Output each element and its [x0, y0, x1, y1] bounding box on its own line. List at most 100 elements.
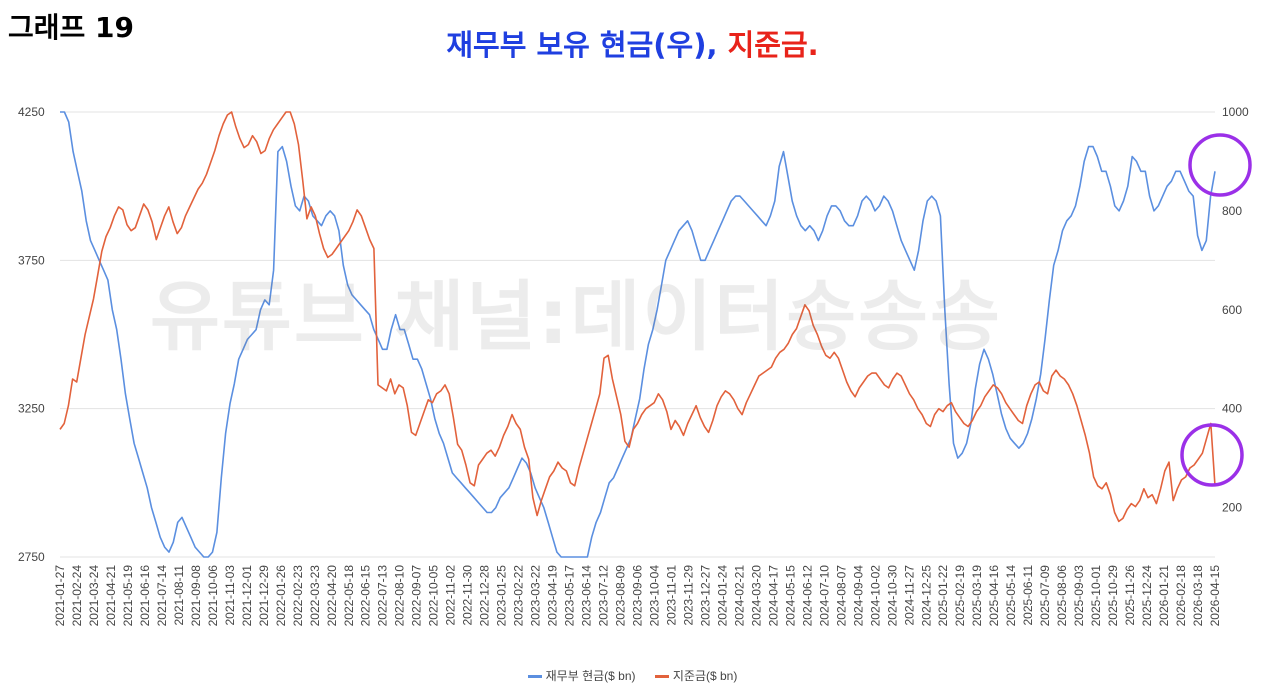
x-tick-label: 2022-02-23 [291, 565, 305, 627]
x-tick-label: 2023-02-22 [512, 565, 526, 627]
x-tick-label: 2026-03-18 [1191, 565, 1205, 627]
x-tick-label: 2022-03-23 [308, 565, 322, 627]
x-tick-label: 2022-09-07 [410, 565, 424, 627]
x-tick-label: 2024-07-10 [817, 565, 831, 627]
x-tick-label: 2023-10-04 [647, 565, 661, 627]
x-tick-label: 2022-12-28 [478, 565, 492, 627]
x-tick-label: 2023-01-25 [495, 565, 509, 627]
x-tick-label: 2022-05-18 [342, 565, 356, 627]
x-tick-label: 2024-10-30 [885, 565, 899, 627]
right-tick-label: 200 [1222, 501, 1242, 515]
x-tick-label: 2021-04-21 [104, 565, 118, 627]
x-tick-label: 2023-06-14 [580, 565, 594, 627]
x-tick-label: 2025-12-24 [1140, 565, 1154, 627]
x-tick-label: 2024-10-02 [868, 565, 882, 627]
legend-item-reserves: 지준금($ bn) [654, 669, 738, 683]
x-tick-label: 2025-09-03 [1072, 565, 1086, 627]
x-tick-label: 2026-01-21 [1157, 565, 1171, 627]
highlight-circle-tga [1188, 133, 1252, 197]
x-tick-label: 2026-02-18 [1174, 565, 1188, 627]
legend-swatch-tga [527, 675, 542, 679]
x-tick-label: 2025-05-14 [1004, 565, 1018, 627]
chart-title: 재무부 보유 현금(우), 지준금. [0, 22, 1265, 64]
legend-item-tga: 재무부 현금($ bn) [527, 669, 636, 683]
x-tick-label: 2022-07-13 [376, 565, 390, 627]
x-tick-label: 2024-04-17 [766, 565, 780, 627]
chart-title-reserves: 지준금. [727, 28, 819, 62]
left-tick-label: 4250 [18, 105, 45, 119]
x-tick-label: 2021-03-24 [87, 565, 101, 627]
watermark-text: 유튜브 채널:데이터송송송 [150, 272, 1002, 361]
x-tick-label: 2025-10-29 [1106, 565, 1120, 627]
x-tick-label: 2021-06-16 [138, 565, 152, 627]
right-tick-label: 800 [1222, 204, 1242, 218]
left-axis-ticks: 2750 3250 3750 4250 [18, 105, 45, 564]
x-tick-label: 2025-03-19 [970, 565, 984, 627]
series-line-tga [60, 111, 1216, 558]
x-tick-label: 2025-11-26 [1123, 565, 1137, 626]
x-tick-label: 2022-08-10 [393, 565, 407, 627]
x-tick-label: 2025-10-01 [1089, 565, 1103, 627]
x-tick-label: 2021-02-24 [70, 565, 84, 627]
x-tick-label: 2024-12-25 [919, 565, 933, 627]
x-tick-label: 2021-09-08 [189, 565, 203, 627]
x-tick-label: 2022-11-02 [444, 565, 458, 626]
x-tick-label: 2023-11-29 [681, 565, 695, 626]
x-tick-label: 2025-04-16 [987, 565, 1001, 627]
x-tick-label: 2026-04-15 [1208, 565, 1222, 627]
left-tick-label: 3250 [18, 402, 45, 416]
highlight-circle-reserves [1180, 423, 1244, 487]
x-tick-label: 2025-06-11 [1021, 565, 1035, 626]
right-tick-label: 400 [1222, 402, 1242, 416]
x-tick-label: 2022-06-15 [359, 565, 373, 627]
x-tick-label: 2021-12-29 [257, 565, 271, 627]
x-tick-label: 2021-12-01 [240, 565, 254, 627]
x-tick-label: 2025-02-19 [953, 565, 967, 627]
x-tick-label: 2023-09-06 [631, 565, 645, 627]
chart-title-tga: 재무부 보유 현금(우), [446, 28, 718, 62]
x-tick-label: 2023-03-22 [529, 565, 543, 627]
x-tick-label: 2024-06-12 [800, 565, 814, 627]
x-tick-label: 2023-05-17 [563, 565, 577, 627]
legend-swatch-reserves [654, 675, 669, 679]
legend-label-tga: 재무부 현금($ bn) [545, 669, 636, 683]
x-tick-label: 2023-11-01 [664, 565, 678, 626]
x-axis-ticks: 2021-01-27 2021-02-24 2021-03-24 2021-04-21… [53, 565, 1222, 627]
legend-label-reserves: 지준금($ bn) [672, 669, 738, 683]
highlight-circles [1180, 133, 1252, 487]
x-tick-label: 2023-07-12 [597, 565, 611, 627]
x-tick-label: 2021-07-14 [155, 565, 169, 627]
x-tick-label: 2021-08-11 [172, 565, 186, 626]
x-tick-label: 2024-11-27 [902, 565, 916, 626]
x-tick-label: 2022-10-05 [427, 565, 441, 627]
x-tick-label: 2024-01-24 [715, 565, 729, 627]
right-tick-label: 1000 [1222, 105, 1249, 119]
x-tick-label: 2023-08-09 [614, 565, 628, 627]
x-tick-label: 2025-08-06 [1055, 565, 1069, 627]
x-tick-label: 2025-01-22 [936, 565, 950, 627]
x-tick-label: 2023-12-27 [698, 565, 712, 627]
x-tick-label: 2024-05-15 [783, 565, 797, 627]
left-tick-label: 2750 [18, 550, 45, 564]
x-tick-label: 2023-04-19 [546, 565, 560, 627]
x-tick-label: 2022-11-30 [461, 565, 475, 626]
right-axis-ticks: 200 400 600 800 1000 [1222, 105, 1249, 515]
x-tick-label: 2022-01-26 [274, 565, 288, 627]
x-tick-label: 2021-05-19 [121, 565, 135, 627]
x-tick-label: 2024-03-20 [749, 565, 763, 627]
right-tick-label: 600 [1222, 303, 1242, 317]
x-tick-label: 2024-09-04 [851, 565, 865, 627]
x-tick-label: 2022-04-20 [325, 565, 339, 627]
chart-legend: 재무부 현금($ bn) 지준금($ bn) [0, 667, 1265, 684]
graph-number-label: 그래프 19 [8, 11, 134, 44]
x-tick-label: 2024-08-07 [834, 565, 848, 627]
x-tick-label: 2025-07-09 [1038, 565, 1052, 627]
series-line-reserves [59, 111, 1216, 523]
x-tick-label: 2024-02-21 [732, 565, 746, 627]
series-lines [59, 111, 1216, 558]
left-tick-label: 3750 [18, 253, 45, 267]
grid-lines [60, 111, 1215, 558]
x-tick-label: 2021-11-03 [223, 565, 237, 626]
x-tick-label: 2021-10-06 [206, 565, 220, 627]
